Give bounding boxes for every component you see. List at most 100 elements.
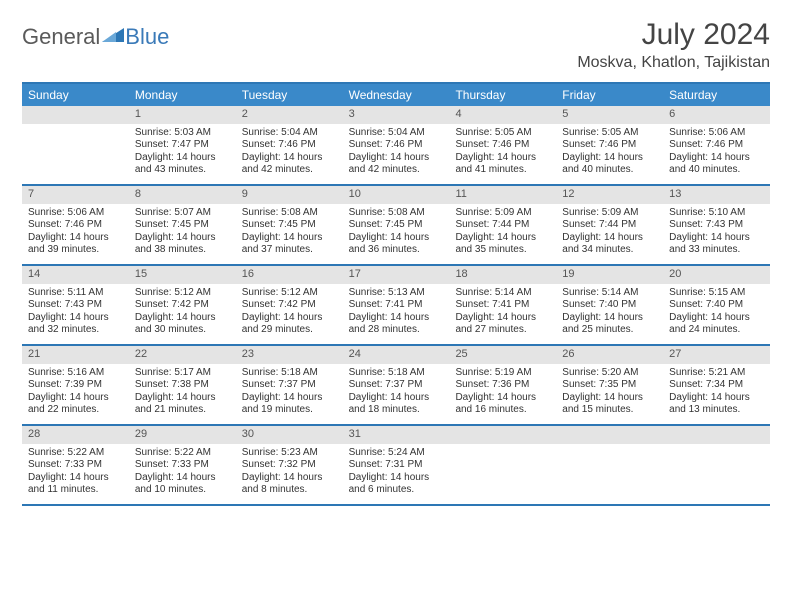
day-line: Daylight: 14 hours bbox=[349, 472, 444, 485]
day-line: Sunrise: 5:12 AM bbox=[135, 287, 230, 300]
day-line: Sunset: 7:46 PM bbox=[669, 139, 764, 152]
day-line: and 30 minutes. bbox=[135, 324, 230, 337]
day-line: Sunrise: 5:22 AM bbox=[135, 447, 230, 460]
day-number: 28 bbox=[22, 426, 129, 444]
day-line: Daylight: 14 hours bbox=[135, 232, 230, 245]
day-line: Sunrise: 5:07 AM bbox=[135, 207, 230, 220]
day-body: Sunrise: 5:17 AMSunset: 7:38 PMDaylight:… bbox=[129, 364, 236, 423]
day-cell: 31Sunrise: 5:24 AMSunset: 7:31 PMDayligh… bbox=[343, 426, 450, 504]
day-cell: 1Sunrise: 5:03 AMSunset: 7:47 PMDaylight… bbox=[129, 106, 236, 184]
day-body: Sunrise: 5:06 AMSunset: 7:46 PMDaylight:… bbox=[22, 204, 129, 263]
day-cell: 10Sunrise: 5:08 AMSunset: 7:45 PMDayligh… bbox=[343, 186, 450, 264]
day-number: 18 bbox=[449, 266, 556, 284]
day-line: Sunset: 7:41 PM bbox=[349, 299, 444, 312]
calendar-weeks: 1Sunrise: 5:03 AMSunset: 7:47 PMDaylight… bbox=[22, 106, 770, 506]
day-line: and 8 minutes. bbox=[242, 484, 337, 497]
day-line: Sunrise: 5:06 AM bbox=[28, 207, 123, 220]
week-row: 14Sunrise: 5:11 AMSunset: 7:43 PMDayligh… bbox=[22, 266, 770, 346]
day-number: 23 bbox=[236, 346, 343, 364]
day-line: Daylight: 14 hours bbox=[28, 312, 123, 325]
day-line: and 40 minutes. bbox=[562, 164, 657, 177]
day-line: Sunset: 7:39 PM bbox=[28, 379, 123, 392]
day-line: Daylight: 14 hours bbox=[562, 312, 657, 325]
day-line: and 38 minutes. bbox=[135, 244, 230, 257]
day-body: Sunrise: 5:04 AMSunset: 7:46 PMDaylight:… bbox=[236, 124, 343, 183]
day-number: 30 bbox=[236, 426, 343, 444]
day-cell: 24Sunrise: 5:18 AMSunset: 7:37 PMDayligh… bbox=[343, 346, 450, 424]
day-number: 3 bbox=[343, 106, 450, 124]
logo: General Blue bbox=[22, 18, 169, 50]
day-line: Sunrise: 5:20 AM bbox=[562, 367, 657, 380]
day-cell: 30Sunrise: 5:23 AMSunset: 7:32 PMDayligh… bbox=[236, 426, 343, 504]
day-line: and 6 minutes. bbox=[349, 484, 444, 497]
day-line: Daylight: 14 hours bbox=[349, 152, 444, 165]
day-line: Sunset: 7:46 PM bbox=[562, 139, 657, 152]
day-line: Daylight: 14 hours bbox=[669, 152, 764, 165]
day-cell: 13Sunrise: 5:10 AMSunset: 7:43 PMDayligh… bbox=[663, 186, 770, 264]
day-number bbox=[663, 426, 770, 444]
day-line: Sunrise: 5:16 AM bbox=[28, 367, 123, 380]
day-line: and 28 minutes. bbox=[349, 324, 444, 337]
day-line: Sunset: 7:43 PM bbox=[28, 299, 123, 312]
day-body: Sunrise: 5:21 AMSunset: 7:34 PMDaylight:… bbox=[663, 364, 770, 423]
day-body: Sunrise: 5:07 AMSunset: 7:45 PMDaylight:… bbox=[129, 204, 236, 263]
day-line: Daylight: 14 hours bbox=[135, 152, 230, 165]
day-number: 14 bbox=[22, 266, 129, 284]
day-line: Sunset: 7:40 PM bbox=[562, 299, 657, 312]
week-row: 7Sunrise: 5:06 AMSunset: 7:46 PMDaylight… bbox=[22, 186, 770, 266]
day-number: 31 bbox=[343, 426, 450, 444]
day-line: Sunrise: 5:08 AM bbox=[349, 207, 444, 220]
location: Moskva, Khatlon, Tajikistan bbox=[577, 54, 770, 72]
day-line: Daylight: 14 hours bbox=[28, 232, 123, 245]
day-line: Sunrise: 5:09 AM bbox=[455, 207, 550, 220]
day-line: and 41 minutes. bbox=[455, 164, 550, 177]
day-line: Daylight: 14 hours bbox=[135, 312, 230, 325]
day-cell: 23Sunrise: 5:18 AMSunset: 7:37 PMDayligh… bbox=[236, 346, 343, 424]
weekday-header: Sunday bbox=[22, 84, 129, 106]
day-cell bbox=[663, 426, 770, 504]
day-number: 27 bbox=[663, 346, 770, 364]
week-row: 1Sunrise: 5:03 AMSunset: 7:47 PMDaylight… bbox=[22, 106, 770, 186]
day-line: Sunset: 7:42 PM bbox=[135, 299, 230, 312]
day-line: and 10 minutes. bbox=[135, 484, 230, 497]
day-cell: 19Sunrise: 5:14 AMSunset: 7:40 PMDayligh… bbox=[556, 266, 663, 344]
day-number: 24 bbox=[343, 346, 450, 364]
day-line: Daylight: 14 hours bbox=[242, 232, 337, 245]
day-line: Daylight: 14 hours bbox=[455, 392, 550, 405]
day-line: and 42 minutes. bbox=[242, 164, 337, 177]
day-number: 8 bbox=[129, 186, 236, 204]
day-cell: 2Sunrise: 5:04 AMSunset: 7:46 PMDaylight… bbox=[236, 106, 343, 184]
day-body bbox=[449, 444, 556, 504]
day-line: Sunrise: 5:09 AM bbox=[562, 207, 657, 220]
day-line: and 42 minutes. bbox=[349, 164, 444, 177]
day-body: Sunrise: 5:12 AMSunset: 7:42 PMDaylight:… bbox=[129, 284, 236, 343]
day-line: Sunrise: 5:04 AM bbox=[349, 127, 444, 140]
day-line: Sunrise: 5:10 AM bbox=[669, 207, 764, 220]
day-line: Sunset: 7:45 PM bbox=[349, 219, 444, 232]
day-number bbox=[22, 106, 129, 124]
day-line: Sunset: 7:40 PM bbox=[669, 299, 764, 312]
day-body: Sunrise: 5:14 AMSunset: 7:41 PMDaylight:… bbox=[449, 284, 556, 343]
day-number: 10 bbox=[343, 186, 450, 204]
day-line: Sunrise: 5:18 AM bbox=[242, 367, 337, 380]
day-cell: 14Sunrise: 5:11 AMSunset: 7:43 PMDayligh… bbox=[22, 266, 129, 344]
day-line: Sunset: 7:44 PM bbox=[562, 219, 657, 232]
weekday-header: Friday bbox=[556, 84, 663, 106]
day-cell: 25Sunrise: 5:19 AMSunset: 7:36 PMDayligh… bbox=[449, 346, 556, 424]
day-line: Sunrise: 5:03 AM bbox=[135, 127, 230, 140]
day-cell: 3Sunrise: 5:04 AMSunset: 7:46 PMDaylight… bbox=[343, 106, 450, 184]
day-line: and 35 minutes. bbox=[455, 244, 550, 257]
day-number: 4 bbox=[449, 106, 556, 124]
day-number: 9 bbox=[236, 186, 343, 204]
day-number: 6 bbox=[663, 106, 770, 124]
day-body: Sunrise: 5:05 AMSunset: 7:46 PMDaylight:… bbox=[556, 124, 663, 183]
day-body: Sunrise: 5:11 AMSunset: 7:43 PMDaylight:… bbox=[22, 284, 129, 343]
day-line: Daylight: 14 hours bbox=[28, 392, 123, 405]
day-line: and 16 minutes. bbox=[455, 404, 550, 417]
day-line: Sunrise: 5:04 AM bbox=[242, 127, 337, 140]
day-line: Sunrise: 5:17 AM bbox=[135, 367, 230, 380]
day-line: Daylight: 14 hours bbox=[349, 312, 444, 325]
day-body: Sunrise: 5:08 AMSunset: 7:45 PMDaylight:… bbox=[343, 204, 450, 263]
day-number: 21 bbox=[22, 346, 129, 364]
day-line: and 37 minutes. bbox=[242, 244, 337, 257]
